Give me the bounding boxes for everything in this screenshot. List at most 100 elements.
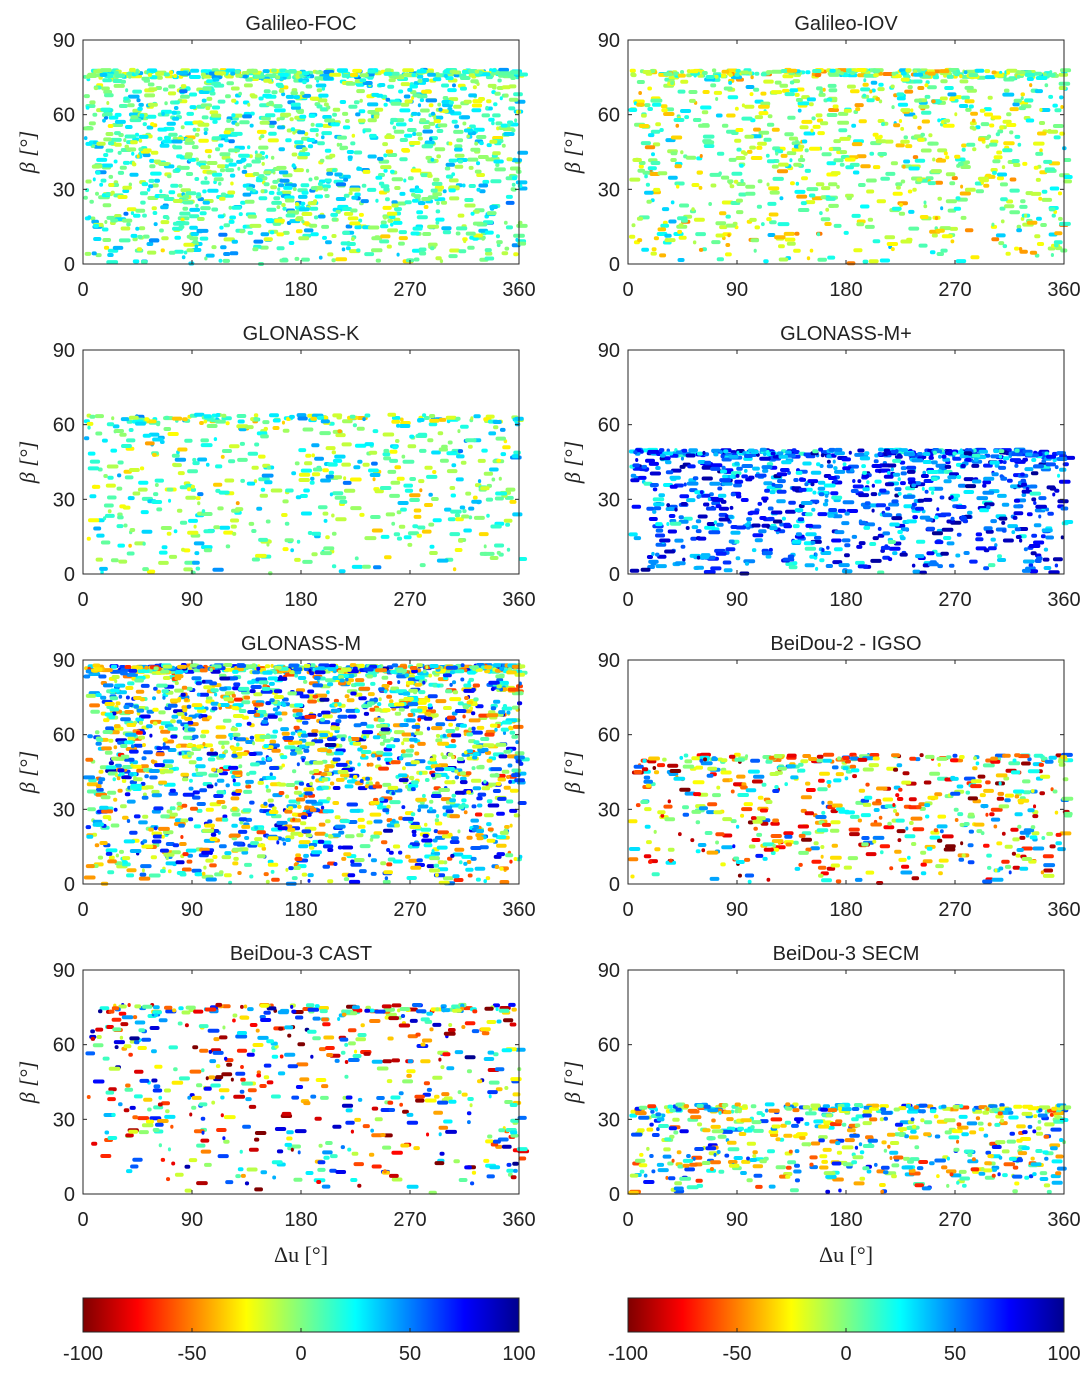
scatter-point	[426, 864, 435, 869]
scatter-point	[1041, 528, 1053, 533]
scatter-point	[998, 454, 1003, 459]
scatter-point	[372, 735, 381, 740]
scatter-point	[221, 855, 232, 860]
scatter-point	[179, 165, 190, 170]
scatter-point	[149, 733, 153, 738]
scatter-point	[343, 211, 354, 216]
scatter-point	[940, 551, 949, 556]
scatter-point	[394, 465, 402, 470]
scatter-point	[489, 205, 498, 209]
scatter-point	[465, 491, 472, 496]
scatter-point	[87, 215, 92, 220]
scatter-point	[762, 452, 767, 457]
scatter-point	[89, 100, 96, 105]
scatter-point	[939, 69, 950, 74]
scatter-point	[700, 493, 711, 498]
scatter-point	[310, 232, 319, 237]
scatter-point	[352, 68, 362, 73]
scatter-point	[425, 98, 438, 103]
scatter-point	[241, 169, 248, 174]
scatter-point	[122, 218, 133, 223]
scatter-point	[762, 468, 769, 473]
scatter-point	[908, 166, 920, 171]
scatter-point	[1001, 165, 1006, 170]
scatter-point	[1020, 199, 1026, 204]
scatter-point	[448, 100, 454, 105]
scatter-point	[436, 201, 440, 206]
scatter-point	[403, 178, 407, 183]
scatter-point	[91, 251, 97, 256]
scatter-point	[858, 541, 866, 546]
scatter-point	[401, 454, 406, 459]
scatter-point	[863, 73, 875, 78]
scatter-point	[1048, 207, 1056, 212]
scatter-point	[666, 522, 670, 526]
scatter-point	[203, 127, 209, 132]
scatter-point	[369, 473, 381, 477]
scatter-point	[348, 191, 353, 196]
scatter-point	[146, 187, 151, 192]
scatter-point	[680, 502, 688, 506]
scatter-point	[265, 154, 269, 159]
scatter-point	[1058, 479, 1071, 484]
scatter-point	[321, 184, 331, 189]
scatter-point	[147, 250, 157, 255]
scatter-point	[956, 475, 962, 479]
scatter-point	[428, 492, 433, 497]
scatter-point	[1057, 473, 1061, 478]
scatter-point	[846, 84, 856, 89]
scatter-point	[138, 138, 143, 143]
scatter-point	[1013, 98, 1022, 103]
scatter-point	[464, 198, 474, 202]
scatter-point	[994, 73, 1004, 78]
scatter-point	[1045, 462, 1056, 467]
scatter-point	[179, 89, 188, 94]
scatter-point	[353, 465, 361, 470]
scatter-point	[142, 433, 152, 438]
y-tick-label: 30	[598, 489, 620, 511]
scatter-point	[402, 72, 415, 77]
scatter-point	[943, 536, 952, 540]
scatter-point	[680, 456, 684, 461]
scatter-point	[411, 73, 416, 77]
scatter-point	[359, 844, 371, 849]
scatter-point	[763, 137, 772, 142]
scatter-point	[467, 444, 473, 449]
scatter-point	[391, 177, 403, 182]
scatter-point	[916, 177, 923, 182]
scatter-point	[862, 470, 867, 475]
scatter-point	[396, 201, 407, 206]
scatter-point	[383, 828, 394, 833]
scatter-point	[467, 157, 479, 162]
scatter-point	[297, 416, 308, 421]
scatter-point	[435, 209, 441, 214]
scatter-point	[816, 86, 823, 91]
scatter-point	[750, 156, 763, 160]
scatter-point	[743, 151, 748, 156]
scatter-point	[646, 506, 655, 511]
scatter-point	[168, 250, 176, 255]
scatter-point	[795, 181, 800, 186]
scatter-point	[1015, 535, 1022, 539]
scatter-point	[963, 490, 975, 494]
scatter-point	[485, 251, 493, 256]
scatter-point	[879, 258, 891, 263]
scatter-point	[436, 154, 441, 159]
scatter-point	[765, 554, 772, 559]
scatter-point	[148, 238, 160, 243]
scatter-point	[887, 463, 897, 468]
scatter-point	[393, 129, 405, 134]
scatter-point	[96, 141, 106, 146]
y-tick-label: 30	[53, 489, 75, 511]
scatter-point	[744, 104, 755, 109]
scatter-point	[238, 91, 242, 96]
scatter-point	[804, 482, 809, 487]
scatter-point	[460, 460, 467, 465]
scatter-point	[873, 73, 879, 78]
scatter-point	[268, 190, 275, 195]
scatter-point	[512, 512, 523, 517]
scatter-point	[107, 790, 117, 795]
scatter-point	[390, 101, 402, 106]
scatter-point	[399, 108, 411, 113]
scatter-point	[281, 513, 288, 517]
